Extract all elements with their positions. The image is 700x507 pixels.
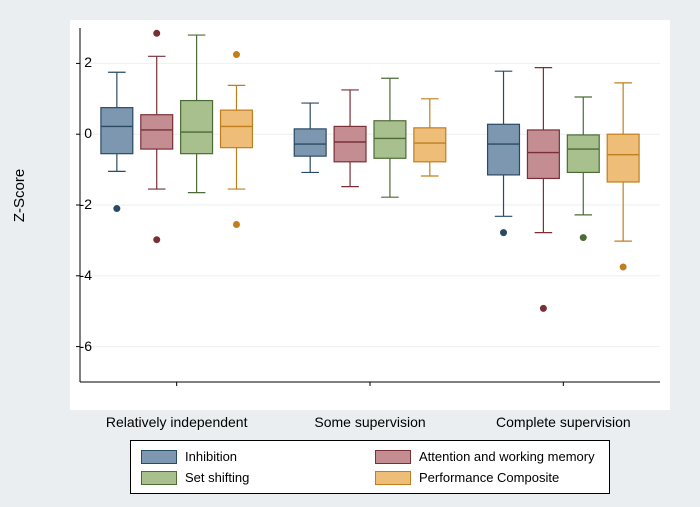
legend-swatch bbox=[141, 450, 177, 464]
xtick-label: Complete supervision bbox=[496, 414, 631, 430]
legend: Inhibition Attention and working memory Se… bbox=[130, 440, 610, 494]
y-axis-label: Z-Score bbox=[10, 0, 30, 390]
y-axis-label-text: Z-Score bbox=[12, 168, 29, 221]
legend-label: Attention and working memory bbox=[419, 449, 595, 464]
ytick-label: -2 bbox=[62, 196, 92, 212]
legend-item: Set shifting bbox=[141, 470, 365, 485]
legend-label: Performance Composite bbox=[419, 470, 559, 485]
legend-item: Performance Composite bbox=[375, 470, 599, 485]
chart-container: Z-Score -6 -4 -2 0 2 Relatively independent S… bbox=[0, 0, 700, 507]
legend-item: Inhibition bbox=[141, 449, 365, 464]
legend-swatch bbox=[375, 471, 411, 485]
ytick-label: 0 bbox=[62, 125, 92, 141]
legend-swatch bbox=[141, 471, 177, 485]
ytick-label: 2 bbox=[62, 54, 92, 70]
ytick-label: -6 bbox=[62, 338, 92, 354]
legend-item: Attention and working memory bbox=[375, 449, 599, 464]
ytick-label: -4 bbox=[62, 267, 92, 283]
legend-swatch bbox=[375, 450, 411, 464]
boxplot-svg bbox=[70, 20, 670, 410]
plot-area bbox=[70, 20, 670, 410]
xtick-label: Some supervision bbox=[314, 414, 425, 430]
xtick-label: Relatively independent bbox=[106, 414, 248, 430]
legend-label: Inhibition bbox=[185, 449, 237, 464]
legend-label: Set shifting bbox=[185, 470, 249, 485]
